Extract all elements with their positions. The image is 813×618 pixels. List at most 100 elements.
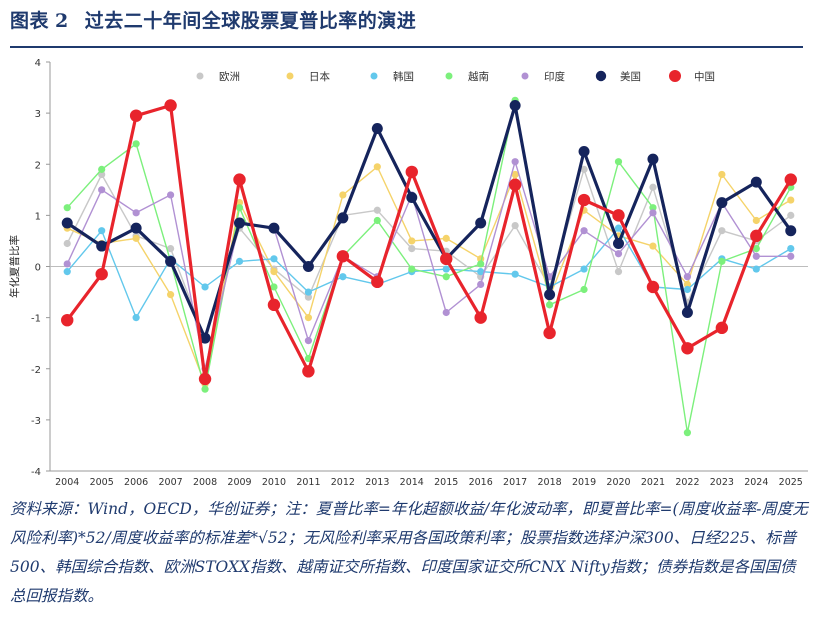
data-point (649, 242, 657, 250)
data-point (270, 283, 278, 291)
x-tick-label: 2007 (158, 477, 182, 488)
data-point (98, 186, 106, 194)
y-tick-label: -2 (31, 365, 41, 376)
data-point (166, 291, 175, 299)
data-point (270, 268, 278, 276)
data-point (511, 270, 519, 278)
y-tick-label: 1 (35, 211, 41, 222)
data-point (752, 216, 760, 225)
data-point (477, 280, 485, 288)
figure-title-text: 过去二十年间全球股票夏普比率的演进 (84, 10, 417, 32)
x-tick-label: 2020 (606, 477, 630, 488)
data-point (373, 216, 381, 225)
data-point (302, 365, 315, 378)
data-point (544, 289, 556, 301)
data-point (408, 237, 416, 245)
data-point (787, 245, 795, 253)
data-point (511, 158, 519, 166)
x-tick-label: 2010 (262, 477, 286, 488)
legend-marker (445, 72, 453, 80)
legend-label: 日本 (309, 70, 330, 83)
data-point (98, 165, 106, 173)
data-point (304, 293, 313, 301)
series-line (66, 227, 792, 319)
data-point (646, 280, 660, 294)
data-point (577, 193, 591, 207)
figure-number: 2 (55, 10, 69, 32)
data-point (442, 273, 450, 281)
data-point (508, 178, 522, 191)
data-point (61, 313, 74, 327)
data-point (787, 252, 795, 260)
x-tick-label: 2014 (400, 477, 424, 488)
y-tick-label: -1 (31, 314, 41, 325)
data-point (442, 265, 450, 273)
data-point (614, 268, 623, 276)
data-point (614, 250, 623, 258)
legend-label: 印度 (544, 70, 565, 83)
data-point (511, 170, 519, 179)
data-point (267, 298, 281, 312)
data-point (373, 163, 381, 171)
data-point (132, 209, 140, 217)
data-point (543, 326, 556, 340)
data-point (716, 197, 728, 209)
data-point (784, 173, 797, 186)
series-line (66, 166, 792, 385)
data-point (98, 227, 106, 235)
data-point (580, 227, 588, 235)
x-tick-label: 2021 (641, 477, 665, 488)
data-point (371, 275, 384, 289)
data-point (752, 252, 760, 260)
x-tick-label: 2015 (434, 477, 458, 488)
x-tick-label: 2019 (572, 477, 596, 488)
legend-label: 越南 (468, 70, 489, 83)
data-point (785, 225, 797, 237)
series-line (66, 103, 793, 340)
legend-marker (669, 70, 681, 82)
data-point (235, 257, 244, 265)
data-point (750, 176, 762, 188)
data-point (304, 288, 313, 296)
data-point (96, 240, 108, 252)
x-tick-label: 2025 (779, 477, 803, 488)
data-point (647, 153, 659, 165)
x-tick-label: 2018 (537, 477, 561, 488)
data-point (234, 217, 245, 229)
data-point (509, 99, 521, 111)
data-point (718, 257, 726, 265)
data-point (580, 285, 588, 294)
data-point (198, 372, 212, 386)
data-point (166, 191, 175, 199)
data-point (132, 234, 140, 242)
data-point (63, 268, 71, 276)
x-tick-label: 2016 (469, 477, 493, 488)
x-tick-label: 2024 (744, 477, 768, 488)
data-point (405, 165, 418, 179)
data-point (614, 224, 623, 232)
data-point (201, 385, 209, 393)
y-tick-label: 2 (35, 160, 41, 171)
data-point (477, 260, 485, 268)
data-point (408, 265, 416, 273)
data-point (302, 261, 314, 272)
x-tick-label: 2005 (90, 477, 114, 488)
data-point (442, 234, 450, 242)
data-point (718, 170, 726, 179)
data-point (612, 209, 625, 222)
data-point (337, 212, 349, 224)
data-point (787, 211, 795, 219)
data-point (683, 285, 692, 294)
sharpe-chart: -4 -3 -2 -1 0 1 2 3 4 2004 2005 2006 2007 2008 2009 201… (0, 50, 813, 490)
x-tick-label: 2008 (193, 477, 217, 488)
x-tick-label: 2013 (365, 477, 389, 488)
y-tick-label: 3 (35, 109, 41, 120)
data-point (613, 237, 624, 249)
series-line (66, 160, 791, 370)
data-point (233, 173, 246, 186)
data-point (681, 307, 693, 319)
legend-label: 美国 (620, 70, 641, 83)
data-point (649, 209, 657, 217)
data-point (268, 222, 280, 234)
x-tick-label: 2011 (296, 477, 320, 488)
